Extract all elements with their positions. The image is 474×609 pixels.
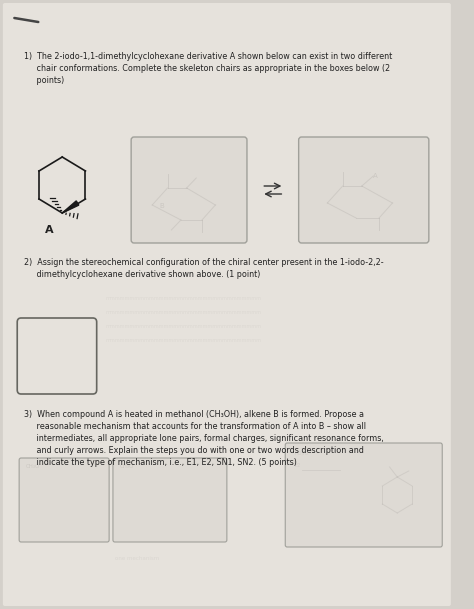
Text: points): points): [24, 76, 64, 85]
Text: mmmmmmmmmmmmmmmmmmmmmmmmmmmmmmmm: mmmmmmmmmmmmmmmmmmmmmmmmmmmmmmmm: [105, 338, 261, 343]
Text: A: A: [45, 225, 54, 235]
Text: and curly arrows. Explain the steps you do with one or two words description and: and curly arrows. Explain the steps you …: [24, 446, 364, 455]
Text: 3)  When compound A is heated in methanol (CH₃OH), alkene B is formed. Propose a: 3) When compound A is heated in methanol…: [24, 410, 364, 419]
Text: mmmmmmmmmmmmmmmmmmmmmmmmmmmmmmmm: mmmmmmmmmmmmmmmmmmmmmmmmmmmmmmmm: [105, 310, 261, 315]
Text: 2)  Assign the stereochemical configuration of the chiral center present in the : 2) Assign the stereochemical configurati…: [24, 258, 383, 267]
Text: intermediates, all appropriate lone pairs, formal charges, significant resonance: intermediates, all appropriate lone pair…: [24, 434, 383, 443]
FancyBboxPatch shape: [3, 3, 451, 606]
Text: CH₃O⁻: CH₃O⁻: [26, 464, 43, 469]
FancyBboxPatch shape: [19, 458, 109, 542]
FancyBboxPatch shape: [17, 318, 97, 394]
Polygon shape: [62, 201, 79, 213]
FancyBboxPatch shape: [113, 458, 227, 542]
Text: E2: E2: [295, 463, 301, 468]
FancyBboxPatch shape: [299, 137, 429, 243]
Text: mmmmmmmmmmmmmmmmmmmmmmmmmmmmmmmm: mmmmmmmmmmmmmmmmmmmmmmmmmmmmmmmm: [105, 324, 261, 329]
Text: reasonable mechanism that accounts for the transformation of A into B – show all: reasonable mechanism that accounts for t…: [24, 422, 366, 431]
Text: HO,IO: HO,IO: [295, 451, 309, 456]
Text: A: A: [374, 173, 378, 179]
Text: mmmmmmmmmmmmmmmmmmmmmmmmmmmmmmmm: mmmmmmmmmmmmmmmmmmmmmmmmmmmmmmmm: [105, 296, 261, 301]
Text: CH₃O⁻: CH₃O⁻: [119, 464, 137, 469]
Text: one mechanism: one mechanism: [115, 556, 159, 561]
FancyBboxPatch shape: [131, 137, 247, 243]
Text: chair conformations. Complete the skeleton chairs as appropriate in the boxes be: chair conformations. Complete the skelet…: [24, 64, 390, 73]
Text: 1)  The 2-iodo-1,1-dimethylcyclohexane derivative A shown below can exist in two: 1) The 2-iodo-1,1-dimethylcyclohexane de…: [24, 52, 392, 61]
Text: indicate the type of mechanism, i.e., E1, E2, SN1, SN2. (5 points): indicate the type of mechanism, i.e., E1…: [24, 458, 297, 467]
Text: B: B: [160, 203, 164, 209]
FancyBboxPatch shape: [285, 443, 442, 547]
Text: dimethylcyclohexane derivative shown above. (1 point): dimethylcyclohexane derivative shown abo…: [24, 270, 260, 279]
